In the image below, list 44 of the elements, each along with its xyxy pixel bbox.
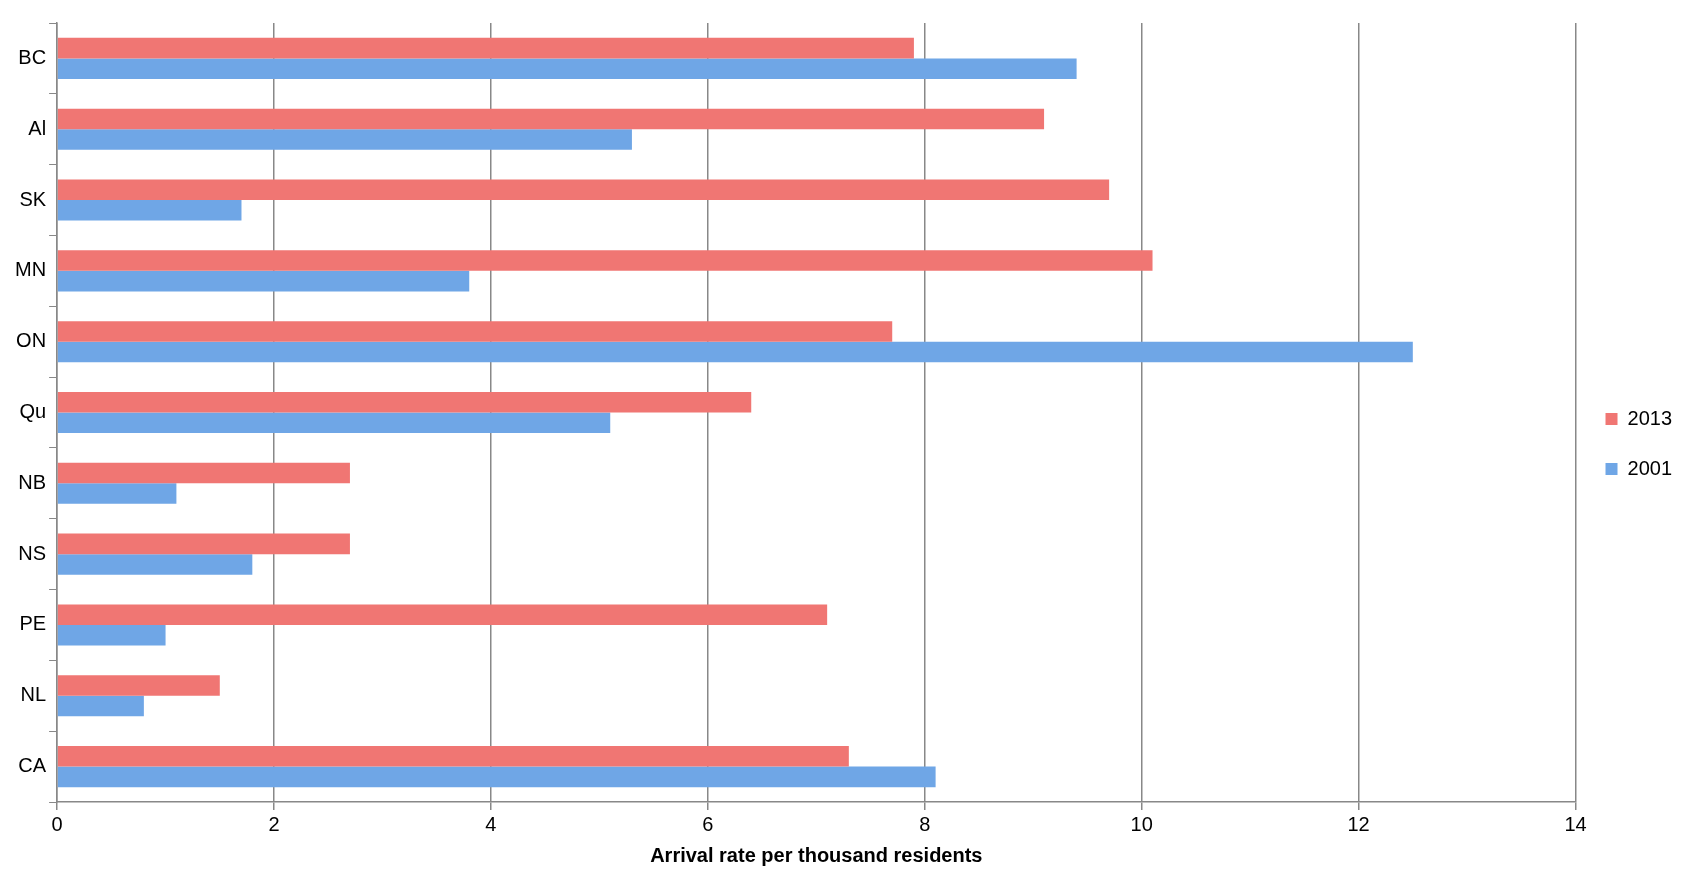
x-tick-label: 10 xyxy=(1130,812,1153,835)
x-tick-label: 0 xyxy=(51,812,63,835)
y-tick-label: CA xyxy=(18,754,47,777)
bar xyxy=(57,483,177,504)
bar xyxy=(57,321,893,342)
bar xyxy=(57,37,914,59)
y-tick-label: NB xyxy=(18,470,47,493)
bar xyxy=(57,108,1045,130)
y-tick-label: Qu xyxy=(19,400,47,423)
bar xyxy=(57,391,752,413)
bar xyxy=(57,179,1110,201)
bar xyxy=(57,746,849,767)
y-tick-label: SK xyxy=(19,187,47,210)
x-tick-label: 6 xyxy=(702,812,714,835)
y-tick-label: BC xyxy=(18,45,47,68)
bar xyxy=(57,624,166,646)
bar xyxy=(57,675,220,696)
bar xyxy=(57,533,350,555)
bar xyxy=(57,554,253,575)
bar xyxy=(57,462,350,484)
x-tick-label: 12 xyxy=(1347,812,1370,835)
bar xyxy=(57,695,144,717)
y-tick-label: PE xyxy=(19,612,47,635)
y-tick-label: Al xyxy=(28,116,47,139)
bar xyxy=(57,129,632,150)
bar xyxy=(57,766,936,788)
legend-label: 2001 xyxy=(1627,456,1673,479)
bar xyxy=(57,412,611,434)
y-tick-label: ON xyxy=(16,329,47,352)
bar xyxy=(57,58,1077,79)
bar xyxy=(57,604,828,625)
x-axis-title: Arrival rate per thousand residents xyxy=(650,843,983,866)
x-tick-label: 14 xyxy=(1564,812,1587,835)
x-tick-label: 4 xyxy=(485,812,497,835)
y-tick-label: NL xyxy=(20,683,47,706)
legend-label: 2013 xyxy=(1627,406,1673,429)
y-tick-label: MN xyxy=(14,258,47,281)
bar xyxy=(57,341,1413,363)
y-tick-label: NS xyxy=(18,541,47,564)
bar xyxy=(57,270,470,292)
bar xyxy=(57,200,242,221)
x-tick-label: 8 xyxy=(919,812,931,835)
x-tick-label: 2 xyxy=(268,812,280,835)
bar xyxy=(57,250,1153,271)
